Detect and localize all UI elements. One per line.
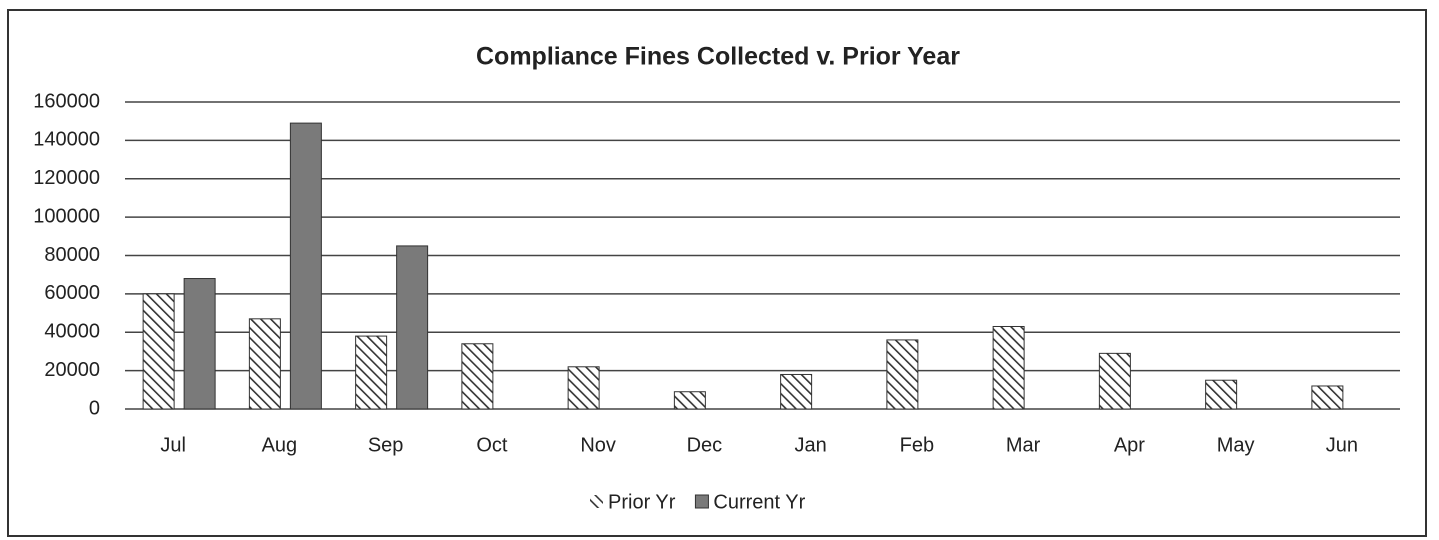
- y-tick-label: 60000: [44, 282, 100, 304]
- x-tick-label: Sep: [368, 434, 404, 456]
- legend-label: Current Yr: [713, 491, 805, 513]
- y-tick-label: 120000: [33, 167, 100, 189]
- bar: [567, 366, 600, 410]
- y-tick-label: 40000: [44, 321, 100, 343]
- bar: [1098, 352, 1131, 410]
- bar: [289, 122, 322, 410]
- y-tick-label: 100000: [33, 205, 100, 227]
- bar: [248, 318, 281, 410]
- bar: [461, 343, 494, 410]
- bar: [780, 373, 813, 410]
- bar: [183, 278, 216, 410]
- x-tick-label: Aug: [262, 434, 298, 456]
- chart-frame: [7, 9, 1427, 537]
- bar: [673, 391, 706, 410]
- y-tick-label: 140000: [33, 129, 100, 151]
- x-tick-label: Feb: [900, 434, 934, 456]
- x-tick-label: Apr: [1114, 434, 1145, 456]
- x-tick-label: May: [1217, 434, 1255, 456]
- bar: [355, 335, 388, 410]
- chart-title: Compliance Fines Collected v. Prior Year: [476, 43, 960, 71]
- bar: [396, 245, 429, 410]
- x-tick-label: Mar: [1006, 434, 1041, 456]
- legend-swatch: [590, 495, 603, 508]
- bar: [886, 339, 919, 410]
- x-tick-label: Jan: [795, 434, 827, 456]
- x-tick-label: Oct: [476, 434, 508, 456]
- y-tick-label: 160000: [33, 90, 100, 112]
- y-tick-label: 0: [89, 397, 100, 419]
- legend-label: Prior Yr: [608, 491, 676, 513]
- bar: [1205, 379, 1238, 410]
- x-tick-label: Dec: [687, 434, 723, 456]
- bar: [992, 325, 1025, 410]
- bar: [1311, 385, 1344, 410]
- bar: [142, 293, 175, 410]
- x-tick-label: Jul: [160, 434, 186, 456]
- legend-swatch: [694, 494, 709, 509]
- y-tick-label: 20000: [44, 359, 100, 381]
- x-tick-label: Jun: [1326, 434, 1358, 456]
- y-tick-label: 80000: [44, 244, 100, 266]
- x-tick-label: Nov: [580, 434, 616, 456]
